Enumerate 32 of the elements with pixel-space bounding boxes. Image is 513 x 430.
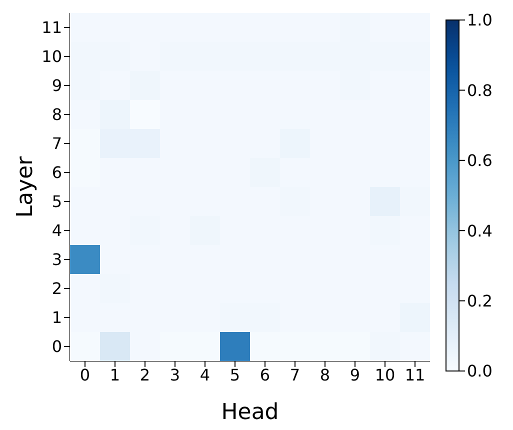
color-bar-label: 0.6 [467, 151, 492, 170]
y-tick-label: 9 [52, 76, 62, 96]
y-tick-label: 11 [42, 18, 62, 38]
y-tick-label: 4 [52, 221, 62, 240]
x-tick-label: 3 [170, 365, 180, 384]
y-tick-label: 0 [52, 337, 62, 356]
x-tick-label: 4 [200, 365, 210, 384]
x-tick-label: 8 [320, 365, 330, 384]
x-tick-label: 1 [110, 365, 120, 384]
color-bar-label: 1.0 [467, 10, 492, 30]
color-bar-label: 0.4 [467, 221, 492, 240]
y-tick-label: 6 [52, 163, 62, 182]
color-bar-label: 0.0 [467, 362, 492, 381]
y-tick-label: 10 [42, 47, 62, 66]
x-tick-label: 10 [374, 365, 396, 384]
x-tick-label: 2 [140, 365, 150, 384]
y-tick-label: 3 [52, 250, 62, 270]
color-bar-label: 0.8 [467, 80, 492, 100]
x-tick-label: 9 [350, 365, 360, 384]
y-tick-label: 8 [52, 105, 62, 124]
y-tick-label: 5 [52, 192, 62, 212]
x-tick-label: 0 [80, 365, 90, 384]
y-tick-label: 2 [52, 279, 62, 298]
y-tick-label: 7 [52, 134, 62, 154]
y-tick-label: 1 [52, 308, 62, 328]
x-tick-label: 6 [260, 365, 270, 384]
x-axis-title: Head [221, 400, 279, 425]
x-tick-label: 7 [290, 365, 300, 384]
x-tick-label: 11 [404, 365, 426, 384]
x-tick-label: 5 [230, 365, 240, 384]
color-bar-label: 0.2 [467, 291, 492, 310]
y-axis-title: Layer [12, 155, 38, 218]
